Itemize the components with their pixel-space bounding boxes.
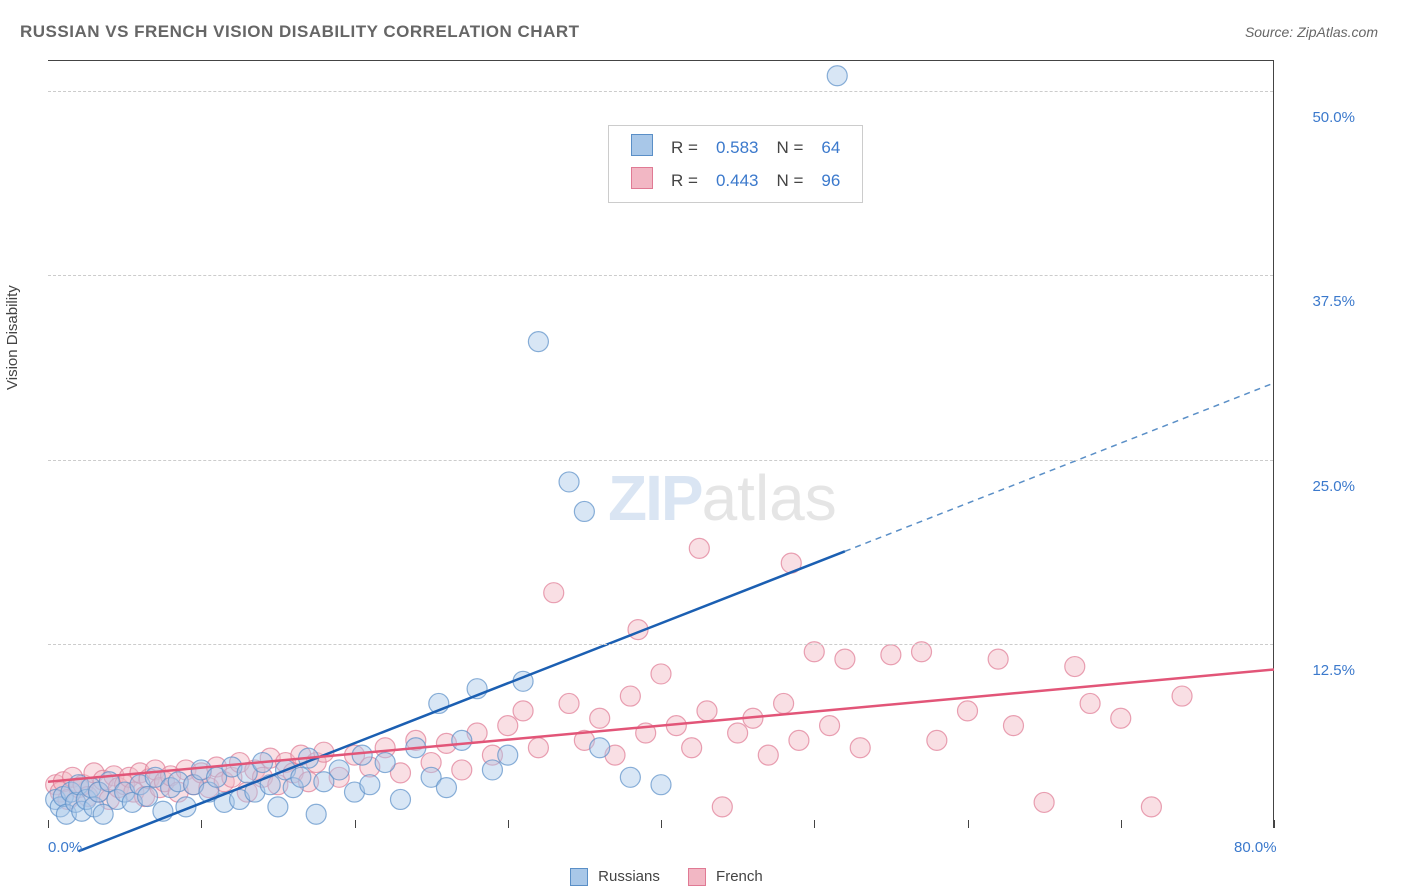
xtick	[661, 820, 662, 828]
y-axis-label: Vision Disability	[4, 285, 21, 390]
french-swatch-icon	[631, 167, 653, 189]
xtick	[48, 820, 49, 828]
xtick-label: 0.0%	[48, 839, 82, 856]
xtick	[1274, 820, 1275, 828]
xtick	[355, 820, 356, 828]
chart-title: RUSSIAN VS FRENCH VISION DISABILITY CORR…	[20, 22, 580, 42]
legend-item-russians: Russians	[570, 868, 660, 886]
ytick-label: 37.5%	[1285, 293, 1355, 310]
legend-row-french: R =0.443 N =96	[623, 165, 848, 196]
gridline	[48, 91, 1273, 92]
xtick	[201, 820, 202, 828]
gridline	[48, 275, 1273, 276]
correlation-legend: R =0.583 N =64 R =0.443 N =96	[608, 125, 863, 203]
bottom-legend: Russians French	[570, 868, 763, 886]
xtick	[1121, 820, 1122, 828]
plot-area: ZIPatlas R =0.583 N =64 R =0.443 N =96 1…	[48, 60, 1274, 828]
source-attribution: Source: ZipAtlas.com	[1245, 24, 1378, 40]
xtick-label: 80.0%	[1234, 839, 1277, 856]
russians-swatch-icon	[631, 134, 653, 156]
french-swatch-icon	[688, 868, 706, 886]
xtick	[508, 820, 509, 828]
legend-row-russians: R =0.583 N =64	[623, 132, 848, 163]
legend-item-french: French	[688, 868, 763, 886]
ytick-label: 50.0%	[1285, 109, 1355, 126]
russians-swatch-icon	[570, 868, 588, 886]
gridline	[48, 644, 1273, 645]
gridline	[48, 460, 1273, 461]
ytick-label: 25.0%	[1285, 478, 1355, 495]
xtick	[814, 820, 815, 828]
xtick	[968, 820, 969, 828]
ytick-label: 12.5%	[1285, 662, 1355, 679]
